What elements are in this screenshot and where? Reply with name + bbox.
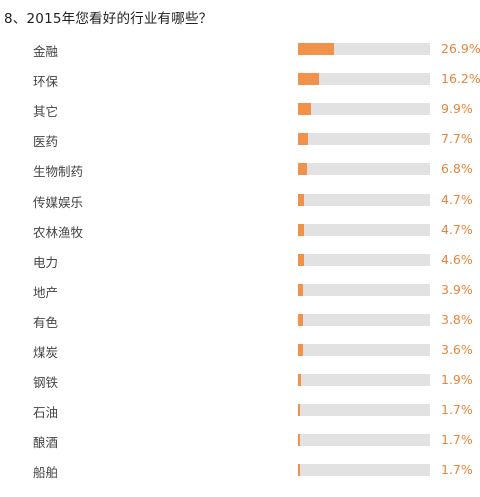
- chart-row: 钢铁 1.9%: [0, 369, 480, 399]
- category-label: 金融: [33, 44, 59, 59]
- bar: [298, 193, 304, 206]
- category-label: 电力: [33, 254, 59, 270]
- chart-row: 医药 7.7%: [0, 128, 480, 158]
- bar: [298, 434, 300, 447]
- category-label: 传媒娱乐: [33, 194, 84, 210]
- bar: [298, 374, 301, 387]
- value-label: 4.6%: [441, 251, 473, 267]
- bar: [298, 223, 304, 236]
- category-label: 酿酒: [33, 435, 59, 451]
- bar: [298, 313, 303, 326]
- bar: [298, 404, 300, 417]
- bar-track: [298, 404, 430, 417]
- category-label: 其它: [33, 104, 59, 120]
- category-label: 船舶: [33, 465, 59, 481]
- chart-row: 其它 9.9%: [0, 98, 480, 128]
- bar-track: [298, 344, 430, 356]
- bar: [298, 163, 307, 176]
- bar-track: [298, 464, 430, 477]
- value-label: 7.7%: [441, 131, 473, 147]
- category-label: 环保: [33, 74, 59, 90]
- value-label: 3.6%: [441, 342, 473, 357]
- chart-row: 船舶 1.7%: [0, 459, 480, 489]
- bar-track: [298, 193, 430, 206]
- chart-row: 煤炭 3.6%: [0, 339, 480, 369]
- value-label: 1.7%: [441, 462, 473, 478]
- chart-row: 电力 4.6%: [0, 249, 480, 279]
- question-title: 8、2015年您看好的行业有哪些？: [4, 11, 213, 27]
- category-label: 煤炭: [33, 345, 59, 360]
- bar: [298, 253, 304, 266]
- bar-track: [298, 253, 430, 266]
- value-label: 1.9%: [441, 372, 473, 388]
- category-label: 生物制药: [33, 164, 84, 180]
- bar-track: [298, 133, 430, 146]
- value-label: 3.9%: [441, 281, 473, 297]
- bar-track: [298, 223, 430, 236]
- bar: [298, 43, 334, 55]
- chart-row: 传媒娱乐 4.7%: [0, 189, 480, 219]
- bar-track: [298, 434, 430, 447]
- bar-track: [298, 43, 430, 55]
- bar: [298, 283, 303, 296]
- value-label: 16.2%: [441, 71, 480, 87]
- bar-track: [298, 374, 430, 387]
- bar: [298, 133, 308, 146]
- category-label: 石油: [33, 405, 59, 421]
- bar: [298, 464, 300, 477]
- bar: [298, 73, 319, 86]
- category-label: 地产: [33, 284, 59, 300]
- bar-track: [298, 73, 430, 86]
- value-label: 4.7%: [441, 191, 473, 207]
- value-label: 4.7%: [441, 221, 473, 237]
- bar-track: [298, 103, 430, 116]
- chart-row: 有色 3.8%: [0, 309, 480, 339]
- chart-row: 酿酒 1.7%: [0, 429, 480, 459]
- chart-row: 环保 16.2%: [0, 68, 480, 98]
- chart-row: 农林渔牧 4.7%: [0, 219, 480, 249]
- chart-row: 石油 1.7%: [0, 399, 480, 429]
- value-label: 3.8%: [441, 311, 473, 327]
- chart-row: 地产 3.9%: [0, 279, 480, 309]
- value-label: 26.9%: [441, 41, 480, 56]
- bar: [298, 103, 311, 116]
- value-label: 6.8%: [441, 161, 473, 177]
- chart-row: 金融 26.9%: [0, 38, 480, 68]
- category-label: 有色: [33, 314, 59, 330]
- category-label: 医药: [33, 134, 59, 150]
- bar-track: [298, 163, 430, 176]
- value-label: 1.7%: [441, 402, 473, 418]
- bar-track: [298, 283, 430, 296]
- chart-row: 生物制药 6.8%: [0, 158, 480, 188]
- value-label: 1.7%: [441, 432, 473, 448]
- bar-track: [298, 313, 430, 326]
- bar: [298, 344, 303, 356]
- value-label: 9.9%: [441, 101, 473, 117]
- category-label: 农林渔牧: [33, 224, 84, 240]
- category-label: 钢铁: [33, 375, 59, 391]
